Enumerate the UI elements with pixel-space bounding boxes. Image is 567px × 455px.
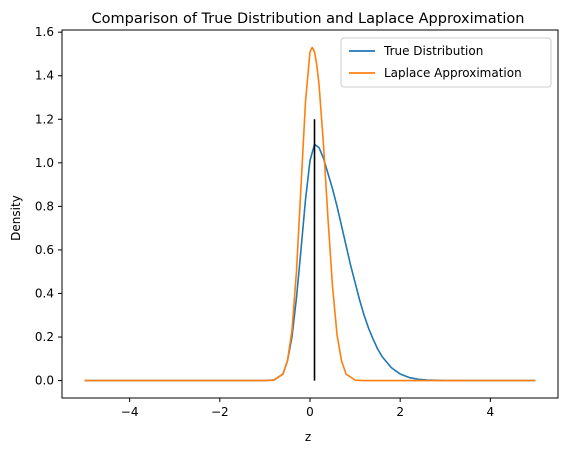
y-tick-label: 0.0	[35, 374, 54, 388]
y-tick-label: 0.8	[35, 199, 54, 213]
y-axis-ticks: 0.0 0.2 0.4 0.6 0.8 1.0 1.2 1.4 1.6	[35, 25, 62, 388]
x-tick-label: −2	[211, 405, 229, 419]
y-tick-label: 1.0	[35, 156, 54, 170]
chart-title: Comparison of True Distribution and Lapl…	[92, 11, 525, 27]
y-tick-label: 0.6	[35, 243, 54, 257]
x-tick-label: 2	[396, 405, 404, 419]
x-axis-label: z	[305, 430, 311, 444]
x-tick-label: 0	[306, 405, 314, 419]
x-axis-ticks: −4 −2 0 2 4	[121, 398, 494, 419]
x-tick-label: −4	[121, 405, 139, 419]
legend-label: True Distribution	[383, 44, 483, 58]
y-axis-label: Density	[9, 195, 23, 241]
y-tick-label: 1.4	[35, 69, 54, 83]
y-tick-label: 0.4	[35, 286, 54, 300]
series-line-0	[84, 143, 536, 382]
series-line-1	[84, 46, 536, 382]
y-tick-label: 1.6	[35, 25, 54, 39]
y-tick-label: 1.2	[35, 112, 54, 126]
legend: True Distribution Laplace Approximation	[340, 37, 552, 88]
legend-box	[340, 37, 552, 88]
x-tick-label: 4	[487, 405, 495, 419]
y-tick-label: 0.2	[35, 330, 54, 344]
legend-label: Laplace Approximation	[384, 66, 522, 80]
